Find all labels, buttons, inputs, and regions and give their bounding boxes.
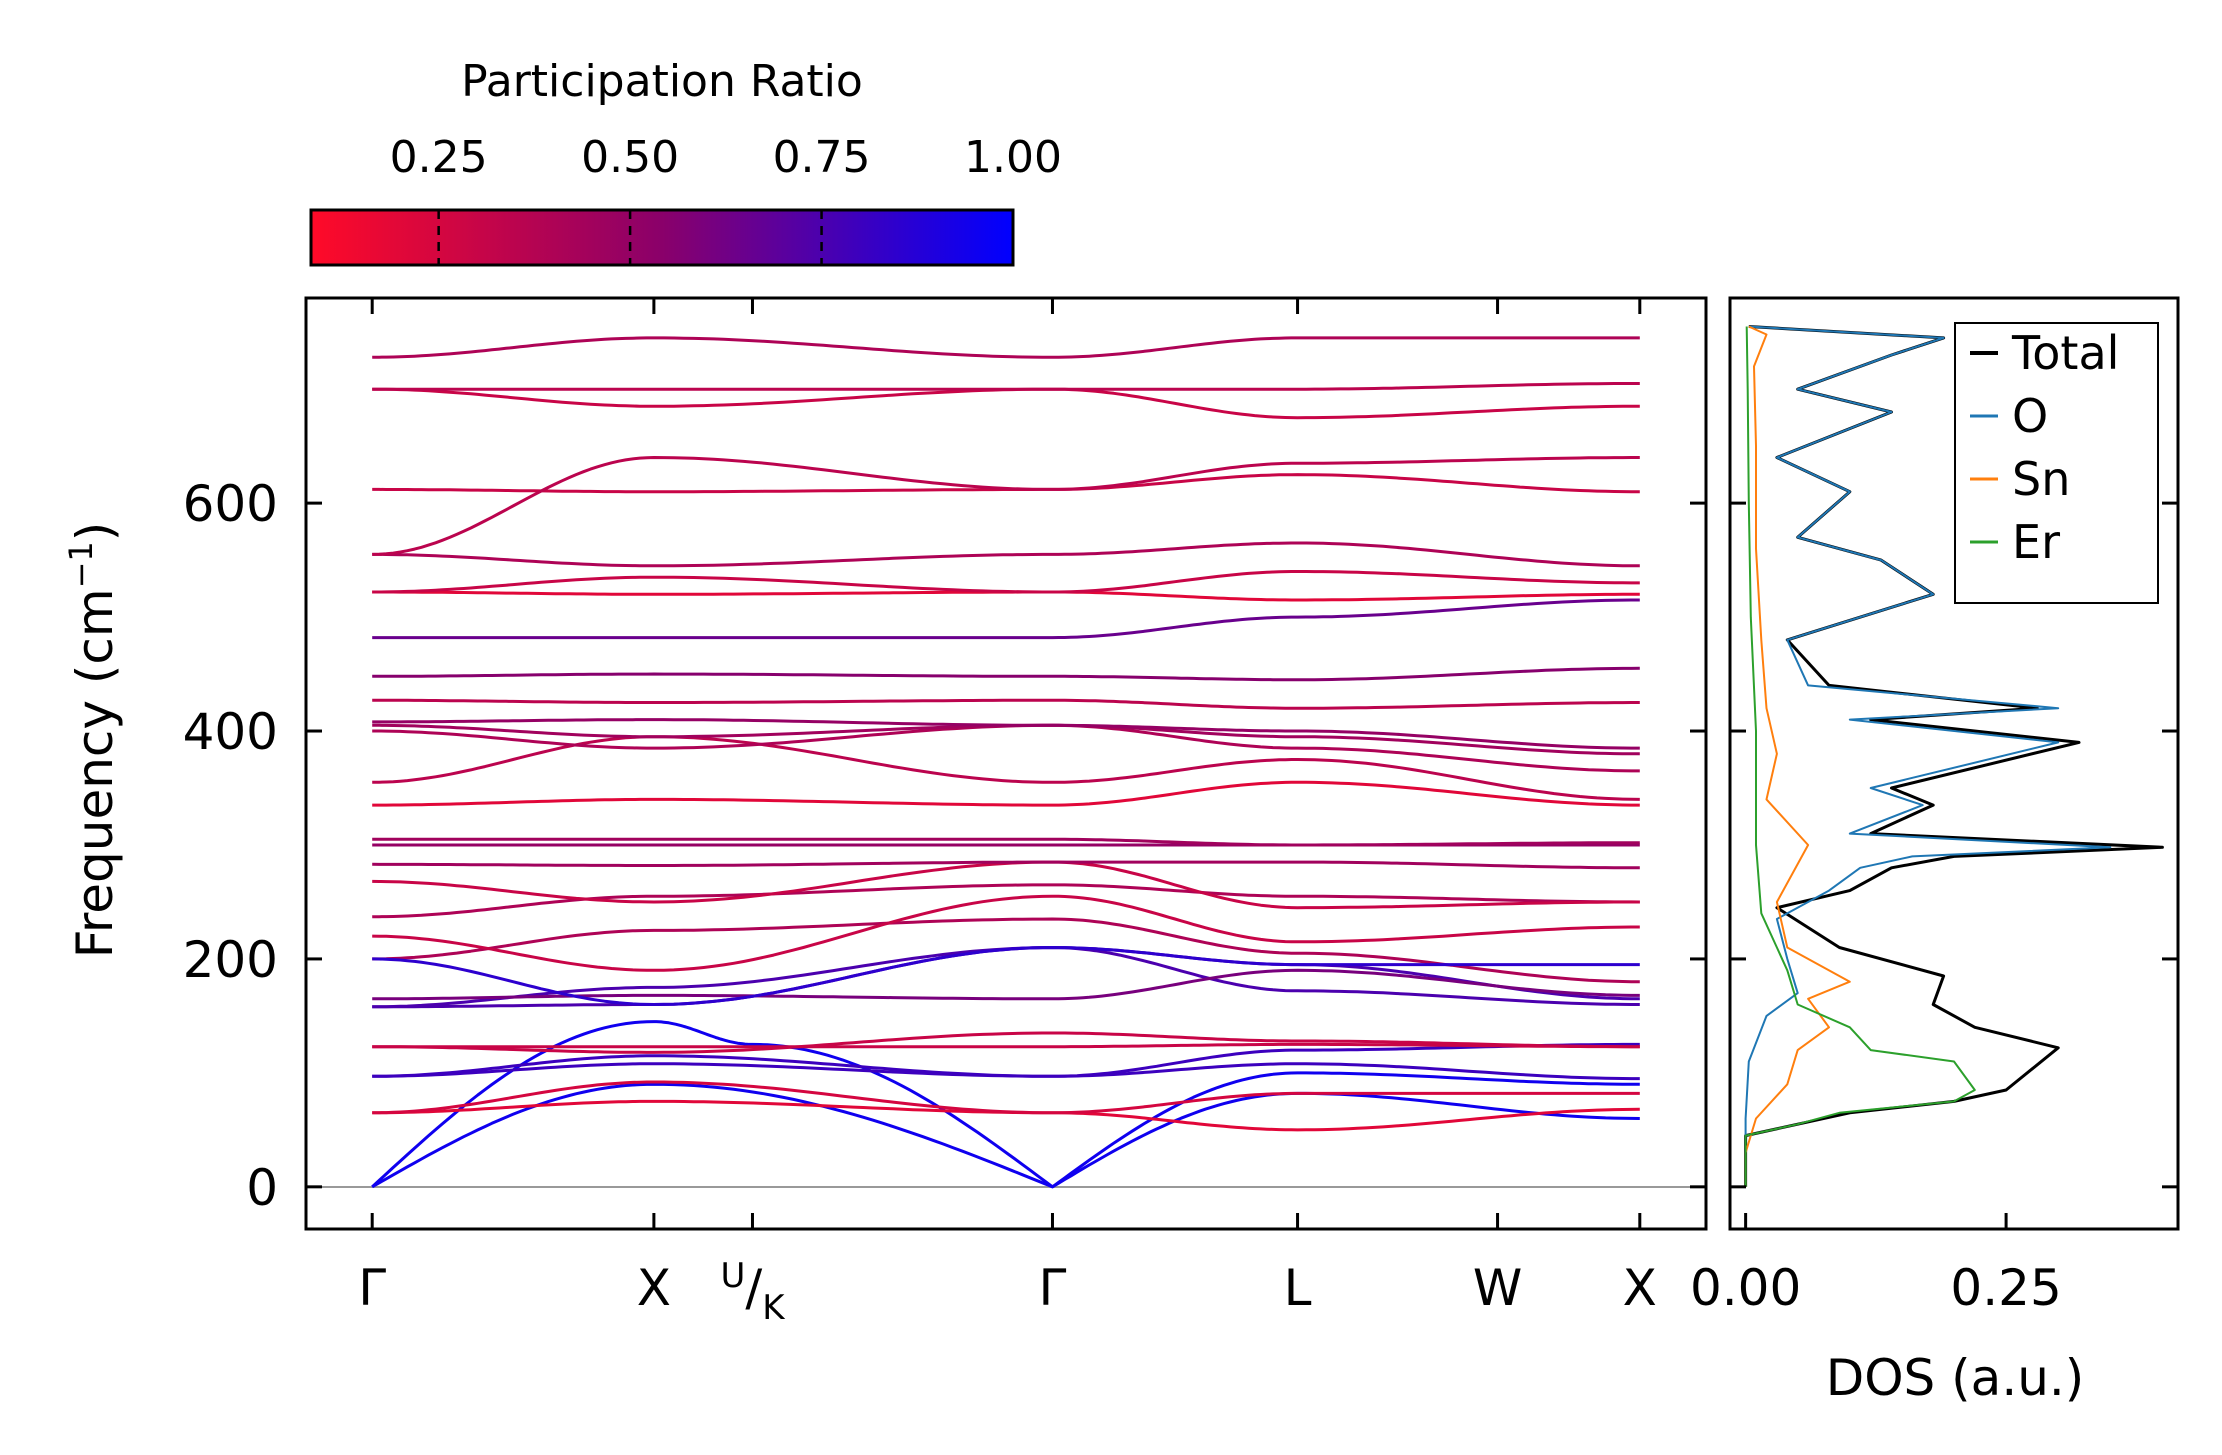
phonon-branch [371, 1020, 1640, 1189]
phonon-branch [372, 666, 1640, 682]
x-tick-label: W [1473, 1259, 1522, 1317]
phonon-branch [372, 718, 1640, 750]
band-lines [371, 336, 1640, 1189]
x-tick-label: Γ [1039, 1259, 1067, 1317]
phonon-branch [372, 1099, 1640, 1132]
phonon-branch [372, 946, 1640, 1006]
phonon-branch [372, 698, 1640, 710]
x-tick-label: U/K [720, 1256, 786, 1328]
phonon-branch [372, 456, 1640, 556]
x-tick-label: Γ [358, 1259, 386, 1317]
phonon-branch [372, 541, 1640, 568]
dos-x-tick-label: 0.25 [1950, 1259, 2061, 1317]
band-y-ticks: 0 200 400 600 [183, 475, 1706, 1217]
dos-ticks: 0.00 0.25 [1690, 501, 2178, 1317]
dos-axis-label: DOS (a.u.) [1826, 1349, 2085, 1407]
phonon-branch [372, 780, 1640, 807]
phonon-branch [372, 1031, 1640, 1054]
phonon-branch [372, 1042, 1640, 1078]
legend-entries: Total O Sn Er [1970, 326, 2119, 569]
phonon-branch [371, 1082, 1640, 1189]
legend-box [1954, 322, 2159, 604]
phonon-branch [372, 590, 1640, 602]
x-tick-label: X [637, 1259, 671, 1317]
phonon-branch [372, 336, 1640, 359]
phonon-branch [372, 570, 1640, 594]
colorbar-tick-label: 0.25 [390, 132, 488, 183]
dos-axes-frame [1728, 296, 2180, 1231]
band-axes-frame [304, 296, 1708, 1231]
frequency-axis-label: Frequency (cm−1) [62, 522, 124, 959]
colorbar-label: Participation Ratio [461, 56, 863, 107]
dos-line-sn [1744, 325, 1851, 1187]
x-tick-label: X [1623, 1259, 1657, 1317]
phonon-branch [372, 968, 1640, 1001]
dos-x-tick-label: 0.00 [1690, 1259, 1801, 1317]
colorbar-gradient [309, 208, 1015, 267]
y-tick-label: 600 [183, 475, 278, 533]
colorbar-tick-labels: 0.25 0.50 0.75 1.00 [390, 132, 1062, 183]
phonon-branch [372, 860, 1640, 870]
phonon-branch [372, 387, 1640, 420]
legend-label: Er [2012, 515, 2060, 569]
phonon-branch [372, 917, 1640, 984]
phonon-branch [372, 735, 1640, 801]
legend-label: Total [2011, 326, 2119, 380]
colorbar: Participation Ratio 0.25 0.50 0.75 1.00 [309, 56, 1062, 267]
band-x-ticks: Γ X U/K Γ L W X [358, 298, 1657, 1328]
phonon-branch [372, 1042, 1640, 1049]
phonon-branch [372, 598, 1640, 640]
phonon-branch [372, 883, 1640, 919]
phonon-branch [372, 837, 1640, 847]
colorbar-tick-label: 1.00 [964, 132, 1062, 183]
legend-label: O [2012, 389, 2048, 443]
dos-line-er [1744, 326, 1976, 1187]
y-tick-label: 400 [183, 703, 278, 761]
legend: Total O Sn Er [1954, 322, 2159, 604]
band-panel: 0 200 400 600 Γ X U/K Γ L W X Frequency (cm−1) [62, 296, 1708, 1328]
colorbar-tick-label: 0.75 [773, 132, 871, 183]
y-tick-label: 0 [246, 1159, 278, 1217]
phonon-branch [372, 1080, 1640, 1115]
phonon-branch [372, 894, 1640, 972]
y-tick-label: 200 [183, 931, 278, 989]
x-tick-label: L [1284, 1259, 1312, 1317]
dos-lines [1744, 325, 2164, 1187]
phonon-branch [372, 382, 1640, 391]
dos-line-o [1744, 325, 2112, 1187]
dos-panel: 0.00 0.25 DOS (a.u.) Total O Sn Er [1690, 296, 2180, 1407]
legend-label: Sn [2012, 452, 2070, 506]
colorbar-tick-label: 0.50 [581, 132, 679, 183]
